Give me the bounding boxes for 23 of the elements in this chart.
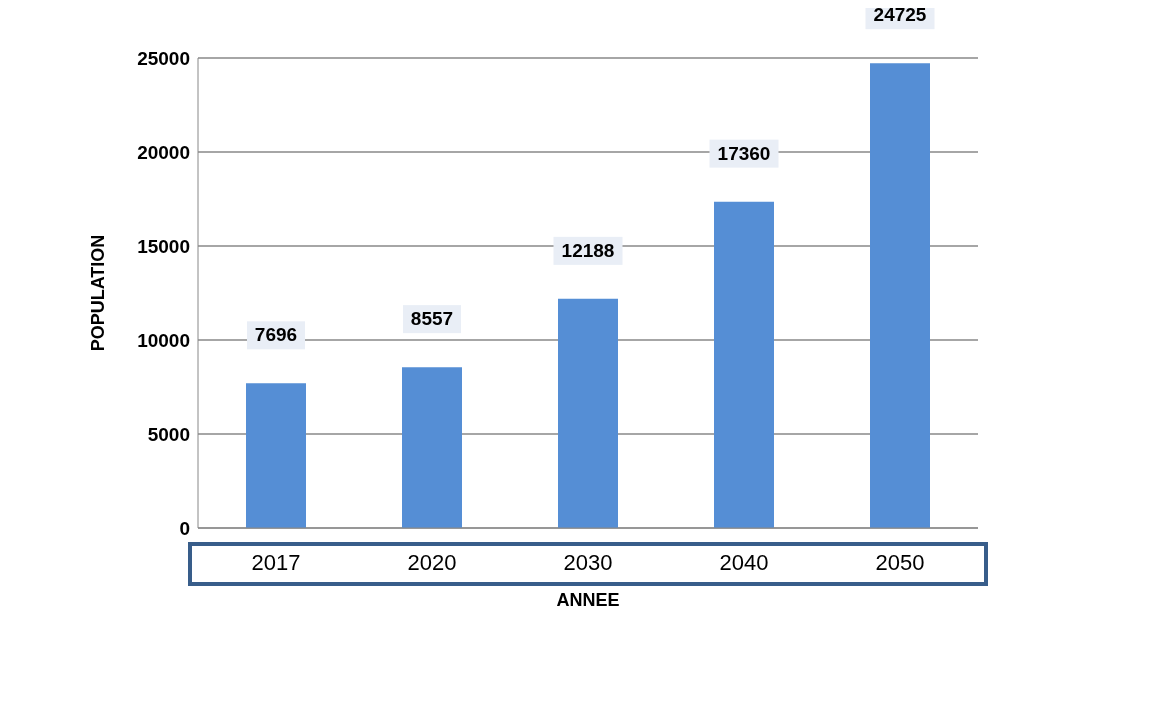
x-tick-label: 2050: [875, 549, 925, 575]
bar: [558, 298, 618, 528]
x-tick-label: 2017: [251, 549, 301, 575]
data-label: 7696: [254, 324, 298, 346]
y-tick-label: 10000: [137, 329, 190, 351]
bar: [246, 383, 306, 528]
data-label: 17360: [717, 142, 771, 164]
x-tick-label: 2030: [563, 549, 613, 575]
y-axis-title: POPULATION: [88, 234, 109, 352]
bar: [402, 367, 462, 528]
y-tick-label: 5000: [147, 423, 190, 445]
x-axis-title: ANNEE: [556, 590, 620, 610]
bar: [714, 201, 774, 528]
y-tick-label: 20000: [137, 141, 190, 163]
data-label: 8557: [410, 308, 454, 330]
data-label: 24725: [873, 4, 927, 26]
bar: [870, 63, 930, 528]
y-tick-label: 0: [179, 517, 190, 539]
y-tick-label: 15000: [137, 235, 190, 257]
y-tick-label: 25000: [137, 47, 190, 69]
data-label: 12188: [561, 239, 615, 261]
x-tick-label: 2020: [407, 549, 457, 575]
x-tick-label: 2040: [719, 549, 769, 575]
